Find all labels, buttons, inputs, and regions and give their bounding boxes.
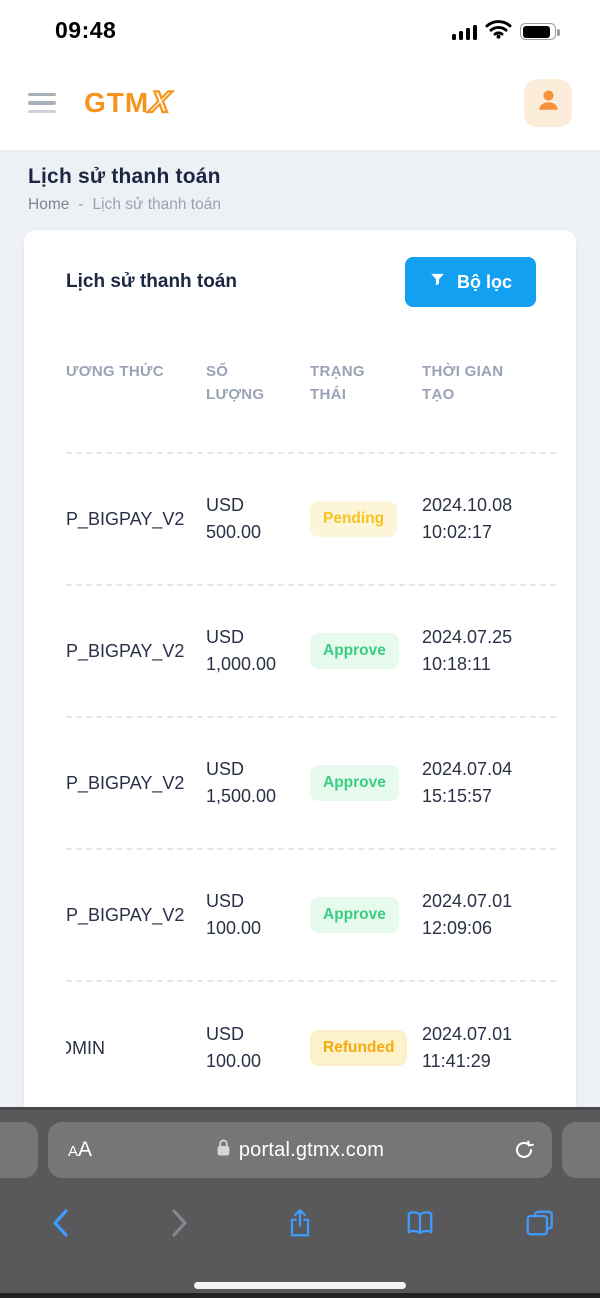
status-badge: Pending	[310, 501, 398, 537]
breadcrumb-home-link[interactable]: Home	[28, 196, 70, 213]
created-time-cell: 2024.10.08 10:02:17	[422, 495, 513, 542]
created-time-cell: 2024.07.25 10:18:11	[422, 627, 513, 674]
wifi-icon	[485, 19, 512, 44]
home-indicator[interactable]	[194, 1282, 406, 1289]
amount-cell: USD 100.00	[206, 891, 262, 938]
column-header-amount: SỐ LƯỢNG	[206, 363, 265, 403]
breadcrumb-separator: -	[78, 196, 84, 213]
bookmarks-book-icon[interactable]	[392, 1195, 448, 1251]
status-cell: Approve	[310, 765, 422, 801]
table-row: P_BIGPAY_V2 USD 100.00 Approve 2024.07.01…	[66, 850, 556, 982]
status-badge: Approve	[310, 765, 399, 801]
table-row: P_BIGPAY_V2 USD 1,500.00 Approve 2024.07.…	[66, 718, 556, 850]
status-badge: Approve	[310, 633, 399, 669]
status-badge: Approve	[310, 897, 399, 933]
tabs-icon[interactable]	[512, 1195, 568, 1251]
status-bar-icons	[451, 19, 560, 44]
url-host-text: portal.gtmx.com	[238, 1138, 385, 1161]
table-row: P_BIGPAY_V2 USD 1,000.00 Approve 2024.07.…	[66, 586, 556, 718]
hamburger-menu-icon[interactable]	[28, 92, 56, 114]
lock-icon	[216, 1138, 231, 1162]
cellular-signal-icon	[451, 24, 477, 40]
amount-cell: USD 100.00	[206, 1024, 262, 1071]
payment-method-cell: ADMIN	[66, 1037, 105, 1058]
status-cell: Pending	[310, 501, 422, 537]
column-header-method: ƯƠNG THỨC	[66, 363, 164, 380]
table-divider	[66, 452, 556, 454]
table-row: P_BIGPAY_V2 USD 500.00 Pending 2024.10.08…	[66, 454, 556, 586]
payment-method-cell: P_BIGPAY_V2	[66, 772, 185, 793]
battery-icon	[520, 23, 560, 40]
column-header-status: TRẠNG THÁI	[310, 363, 365, 403]
table-header-row: ƯƠNG THỨC SỐ LƯỢNG TRẠNG THÁI THỜI GIAN …	[66, 361, 556, 406]
page-heading-block: Lịch sử thanh toán Home - Lịch sử thanh …	[0, 150, 600, 230]
next-tab-edge[interactable]	[562, 1122, 600, 1178]
payment-method-cell: P_BIGPAY_V2	[66, 640, 185, 661]
logo-text: GTM	[84, 87, 150, 118]
forward-chevron-icon[interactable]	[152, 1195, 208, 1251]
funnel-filter-icon	[429, 271, 446, 293]
breadcrumb-current: Lịch sử thanh toán	[92, 196, 221, 213]
status-bar-time: 09:48	[55, 17, 117, 43]
reload-icon[interactable]	[512, 1138, 536, 1162]
status-badge: Refunded	[310, 1030, 408, 1066]
amount-cell: USD 1,000.00	[206, 627, 277, 674]
payment-method-cell: P_BIGPAY_V2	[66, 904, 185, 925]
status-cell: Refunded	[310, 1030, 422, 1066]
filter-button[interactable]: Bộ lọc	[404, 257, 536, 307]
filter-button-label: Bộ lọc	[456, 271, 512, 292]
status-cell: Approve	[310, 633, 422, 669]
table-body: P_BIGPAY_V2 USD 500.00 Pending 2024.10.08…	[24, 454, 576, 1114]
created-time-cell: 2024.07.01 11:41:29	[422, 1024, 513, 1071]
created-time-cell: 2024.07.01 12:09:06	[422, 891, 513, 938]
avatar-button[interactable]	[524, 79, 572, 127]
back-chevron-icon[interactable]	[32, 1195, 88, 1251]
gtmx-logo: GTM X	[84, 85, 173, 120]
reader-a-small: A	[68, 1143, 79, 1160]
app-header: GTM X	[0, 56, 600, 150]
safari-toolbar	[0, 1193, 600, 1253]
created-time-cell: 2024.07.04 15:15:57	[422, 759, 513, 806]
status-cell: Approve	[310, 897, 422, 933]
card-title: Lịch sử thanh toán	[66, 271, 238, 292]
page-title: Lịch sử thanh toán	[28, 165, 221, 188]
amount-cell: USD 1,500.00	[206, 759, 277, 806]
payment-history-card: Lịch sử thanh toán Bộ lọc ƯƠNG THỨC SỐ L…	[24, 230, 576, 1118]
amount-cell: USD 500.00	[206, 495, 262, 542]
ios-status-bar: 09:48	[0, 0, 600, 56]
reader-a-big: A	[78, 1138, 93, 1161]
payment-method-cell: P_BIGPAY_V2	[66, 508, 185, 529]
previous-tab-edge[interactable]	[0, 1122, 38, 1178]
column-header-created: THỜI GIAN TẠO	[422, 363, 504, 403]
share-icon[interactable]	[272, 1195, 328, 1251]
logo-x-mark: X	[147, 85, 173, 120]
breadcrumb: Home - Lịch sử thanh toán	[28, 196, 572, 214]
user-avatar-icon	[535, 87, 562, 119]
